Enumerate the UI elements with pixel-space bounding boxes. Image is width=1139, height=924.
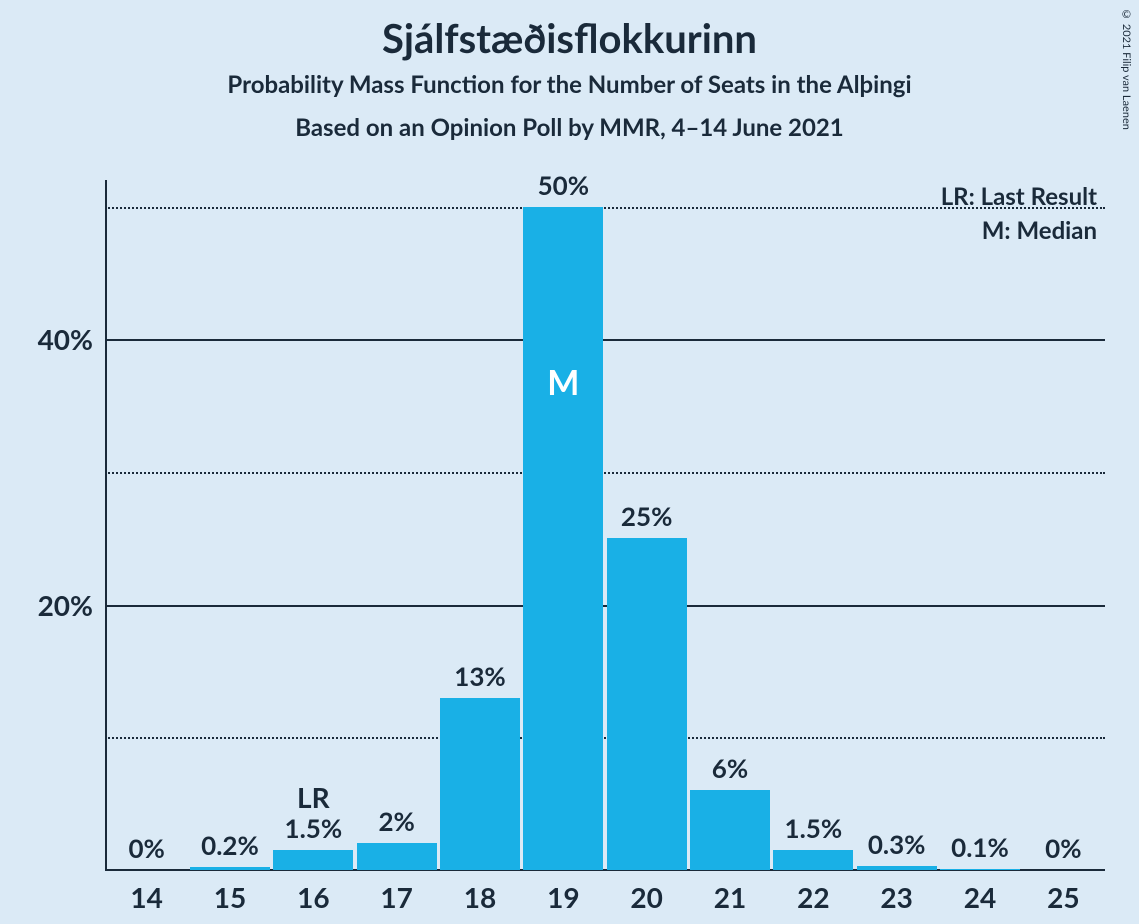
- bar-value-label: 0%: [1045, 832, 1081, 870]
- last-result-marker: LR: [297, 780, 330, 850]
- bar: 0.3%: [857, 866, 937, 870]
- bar-value-label: 6%: [712, 752, 748, 790]
- bar-value-label: 13%: [454, 660, 505, 698]
- chart-title: Sjálfstæðisflokkurinn: [0, 14, 1139, 62]
- y-axis-line: [105, 180, 107, 870]
- bar-value-label: 0.2%: [201, 829, 259, 867]
- y-tick-label: 40%: [38, 322, 105, 356]
- y-tick-label: 20%: [38, 588, 105, 622]
- x-tick-label: 17: [380, 870, 412, 914]
- bar: 0.2%: [190, 867, 270, 870]
- legend-median: M: Median: [982, 216, 1097, 245]
- axes-layer: 20%40%141516171819202122232425: [105, 180, 1105, 870]
- x-tick-label: 14: [130, 870, 162, 914]
- grid-major: [105, 339, 1105, 341]
- bar: 0.1%: [940, 869, 1020, 870]
- x-tick-label: 16: [297, 870, 329, 914]
- bar: 13%: [440, 698, 520, 871]
- plot-area: 20%40%141516171819202122232425 0%0.2%1.5…: [105, 180, 1105, 870]
- x-tick-label: 19: [547, 870, 579, 914]
- bar-value-label: 0.3%: [868, 828, 926, 866]
- bar: 1.5%LR: [273, 850, 353, 870]
- x-tick-label: 20: [630, 870, 662, 914]
- bar-value-label: 0%: [128, 832, 164, 870]
- x-tick-label: 22: [797, 870, 829, 914]
- bar-value-label: 0.1%: [951, 831, 1009, 869]
- grid-minor: [105, 472, 1105, 474]
- bar: 25%: [607, 538, 687, 870]
- x-tick-label: 23: [880, 870, 912, 914]
- bar-value-label: 25%: [621, 500, 672, 538]
- chart-subtitle-2: Based on an Opinion Poll by MMR, 4–14 Ju…: [0, 113, 1139, 142]
- legend-lr: LR: Last Result: [941, 182, 1097, 211]
- grid-minor: [105, 737, 1105, 739]
- bar: 1.5%: [773, 850, 853, 870]
- title-block: Sjálfstæðisflokkurinn Probability Mass F…: [0, 14, 1139, 142]
- bar: 6%: [690, 790, 770, 870]
- x-tick-label: 21: [714, 870, 746, 914]
- bar: 50%M: [523, 207, 603, 870]
- bar-value-label: 50%: [538, 169, 589, 207]
- chart-subtitle-1: Probability Mass Function for the Number…: [0, 70, 1139, 99]
- x-tick-label: 15: [214, 870, 246, 914]
- x-tick-label: 24: [964, 870, 996, 914]
- grid-major: [105, 605, 1105, 607]
- bar: 2%: [357, 843, 437, 870]
- median-marker: M: [547, 362, 579, 403]
- x-tick-label: 25: [1047, 870, 1079, 914]
- bar-value-label: 1.5%: [785, 812, 843, 850]
- x-tick-label: 18: [464, 870, 496, 914]
- bar-value-label: 2%: [378, 805, 414, 843]
